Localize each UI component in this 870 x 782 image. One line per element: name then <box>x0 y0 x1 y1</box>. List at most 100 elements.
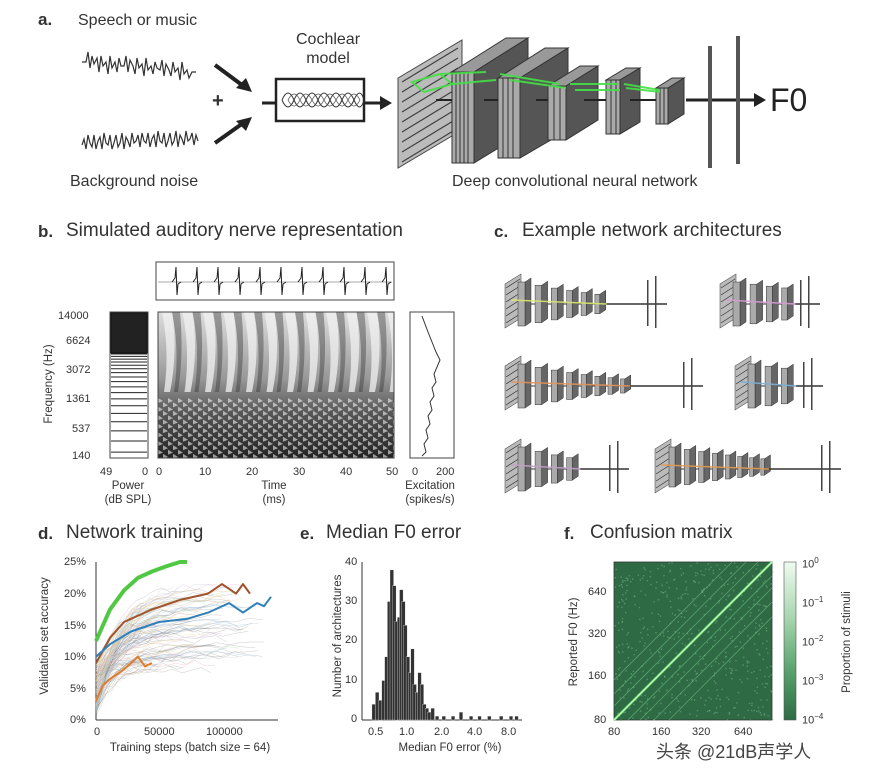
exc-tick-1: 200 <box>436 466 455 478</box>
cochlear-model-box <box>274 77 366 123</box>
architecture-5 <box>504 438 629 494</box>
histogram-bar <box>487 715 492 721</box>
architecture-3 <box>504 355 703 411</box>
training-curve <box>95 614 222 692</box>
dcnn-label: Deep convolutional neural network <box>452 173 698 190</box>
e-xlabel: Median F0 error (%) <box>398 742 502 754</box>
cbar-tick-4: 10−4 <box>802 712 824 727</box>
confusion-matrix <box>613 561 774 722</box>
time-tick-3: 30 <box>293 466 306 478</box>
freq-tick-3: 1361 <box>66 393 91 405</box>
training-curve <box>95 642 256 679</box>
waveform-spike <box>234 266 245 296</box>
training-curve <box>95 590 227 677</box>
training-curve <box>95 604 232 703</box>
architecture-2 <box>719 273 820 329</box>
cbar-tick-3: 10−3 <box>802 673 824 688</box>
f-ytick-3: 80 <box>594 714 607 726</box>
time-tick-5: 50 <box>386 466 399 478</box>
power-tick-0: 49 <box>100 466 113 478</box>
d-ylabel: Validation set accuracy <box>39 577 51 695</box>
training-curve <box>95 651 193 706</box>
training-curves <box>94 560 278 721</box>
panel-f-label: f. <box>564 524 575 543</box>
speech-waveform <box>82 51 196 81</box>
d-ytick-0: 25% <box>64 556 87 568</box>
histogram-bar <box>430 708 435 721</box>
freq-tick-4: 537 <box>72 423 91 435</box>
f-ylabel: Reported F0 (Hz) <box>568 597 580 687</box>
e-ytick-2: 20 <box>345 634 358 646</box>
time-tick-2: 20 <box>246 466 259 478</box>
e-xtick-0: 0.5 <box>368 726 384 738</box>
d-xtick-0: 0 <box>94 726 101 738</box>
architecture-1 <box>504 273 667 329</box>
histogram-bar <box>459 711 463 721</box>
time-tick-4: 40 <box>340 466 353 478</box>
e-xtick-2: 2.0 <box>434 726 450 738</box>
panel-b-title: Simulated auditory nerve representation <box>66 220 403 241</box>
noise-label: Background noise <box>70 173 199 190</box>
histogram-bar <box>435 715 440 721</box>
power-spectrum <box>109 311 149 459</box>
training-curve <box>96 647 202 666</box>
f-xtick-2: 320 <box>692 726 711 738</box>
training-curve <box>95 628 212 707</box>
architecture-4 <box>734 355 823 411</box>
histogram-bar <box>514 715 519 721</box>
time-unit: (ms) <box>262 494 286 506</box>
f-xtick-1: 160 <box>652 726 671 738</box>
training-curve <box>95 628 194 698</box>
e-xtick-4: 8.0 <box>501 726 517 738</box>
training-curve <box>95 629 227 679</box>
fc-layer-1 <box>708 46 712 168</box>
histogram-bar <box>451 715 456 721</box>
series-1 <box>95 583 251 664</box>
panel-a-diagram <box>81 36 766 169</box>
d-xtick-2: 100000 <box>206 726 243 738</box>
training-curve <box>95 595 232 664</box>
training-curve <box>95 647 228 707</box>
training-curve <box>95 660 215 672</box>
panel-c-title: Example network architectures <box>522 220 782 241</box>
waveform-spike <box>276 266 287 296</box>
series-3 <box>95 655 153 702</box>
excitation-pattern <box>409 311 455 459</box>
cochlear-label: Cochlear model <box>295 31 361 67</box>
exc-label: Excitation <box>405 480 455 492</box>
architecture-examples <box>504 273 841 494</box>
median-error-histogram <box>361 562 522 721</box>
waveform-spike <box>213 266 224 296</box>
waveform-spike <box>381 266 392 296</box>
cbar-label: Proportion of stimuli <box>841 591 853 693</box>
training-curve <box>95 642 204 679</box>
training-curve <box>95 663 152 708</box>
training-curve <box>95 621 237 705</box>
training-curve <box>95 632 223 676</box>
waveform-spike <box>360 266 371 296</box>
histogram-bar <box>477 715 482 721</box>
d-ytick-4: 5% <box>70 683 86 695</box>
f-xtick-3: 640 <box>734 726 753 738</box>
panel-d-label: d. <box>38 524 54 543</box>
training-curve <box>95 628 187 695</box>
training-curve <box>95 586 179 701</box>
histogram-bar <box>509 715 513 721</box>
training-curve <box>95 622 259 708</box>
histogram-bar <box>371 704 376 721</box>
f-ytick-1: 320 <box>588 628 607 640</box>
architecture-6 <box>654 438 841 494</box>
training-curve <box>95 627 244 692</box>
waveform-spike <box>171 266 182 296</box>
cbar-tick-0: 100 <box>802 556 819 571</box>
d-ytick-2: 15% <box>64 620 87 632</box>
training-curve <box>95 646 239 705</box>
noise-waveform <box>81 130 199 150</box>
panel-b-waveform <box>155 261 395 301</box>
e-ytick-1: 30 <box>345 595 358 607</box>
waveform-spike <box>192 266 203 296</box>
training-curve <box>95 651 221 701</box>
series-2 <box>95 596 272 658</box>
e-ylabel: Number of architectures <box>332 574 344 698</box>
freq-tick-0: 14000 <box>58 310 89 322</box>
